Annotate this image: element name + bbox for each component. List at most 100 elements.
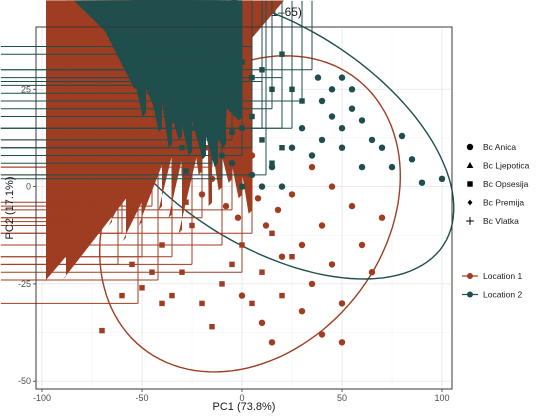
data-point [259,137,265,143]
legend-key-circle [466,143,474,151]
data-point [0,0,213,164]
data-point [314,74,322,81]
data-point [318,331,326,338]
y-axis-ticks: 25 0 -25 -50 [18,84,36,386]
x-axis-ticks: -100 -50 0 50 100 [33,389,450,403]
data-point [368,136,376,144]
data-point [348,105,356,112]
x-axis-title: PC1 (73.8%) [213,401,276,413]
data-point [259,269,265,275]
data-point [298,308,306,315]
legend-label: Bc Premija [483,198,524,208]
data-point [238,292,246,299]
y-tick-label: 25 [21,84,31,94]
data-point [298,125,306,132]
legend-key-triangle [466,161,474,169]
legend: Bc Anica Bc Ljepotica Bc Opsesija Bc Premij… [462,142,530,300]
legend-label: Location 1 [483,271,522,281]
data-point [249,300,255,307]
data-point [318,136,326,144]
y-tick-label: 0 [26,182,31,192]
data-point [183,199,189,205]
data-point [328,261,336,268]
data-point [169,292,175,299]
data-point [378,144,386,151]
legend-key-plus [466,217,474,225]
data-point [298,241,306,249]
data-points [0,0,446,375]
data-point [0,0,243,156]
data-point [288,191,296,198]
data-point [0,0,253,149]
data-point [183,168,189,174]
y-tick-label: -50 [18,376,31,386]
data-point [139,285,145,291]
data-point [438,175,446,182]
data-point [77,0,179,78]
legend-key-dot [467,273,473,279]
data-point [199,300,205,307]
data-point [0,0,223,180]
legend-label: Location 2 [483,290,522,300]
legend-label: Bc Opsesija [483,179,529,189]
data-point [269,230,275,237]
data-point [358,117,366,124]
data-point [0,0,267,176]
data-point [338,125,346,132]
data-point [308,280,316,288]
data-point [398,132,406,140]
data-point [328,113,336,120]
data-point [258,183,266,190]
data-point [378,214,386,221]
data-point [274,206,282,214]
legend-key-diamond [467,199,473,206]
data-point [99,327,105,334]
data-point [209,323,215,330]
data-point [268,163,276,171]
data-point [408,156,416,163]
legend-label: Bc Vlatka [483,216,519,226]
data-point [418,179,426,186]
data-point [338,339,346,346]
data-point [0,0,103,203]
data-point [308,163,316,171]
data-point [268,339,276,346]
data-point [279,292,285,299]
data-point [258,319,266,326]
legend-key-dot [467,291,473,298]
data-point [222,202,230,210]
legend-key-square [467,181,473,187]
data-point [262,222,270,229]
data-point [254,195,262,202]
data-point [278,183,286,190]
data-point [338,300,346,307]
x-tick-label: 100 [434,393,449,403]
data-point [0,0,119,265]
data-point [234,214,242,221]
data-point [368,269,376,276]
data-point [289,253,295,260]
data-point [338,144,346,151]
data-point [358,241,366,249]
data-point [288,144,296,151]
data-point [0,0,139,304]
data-point [328,183,336,190]
data-point [308,152,316,159]
data-point [219,281,225,287]
ellipse-location-1 [98,55,402,373]
data-point [328,86,336,93]
data-point [0,0,73,223]
data-point [119,292,125,299]
x-tick-label: 50 [337,393,347,403]
data-point [318,97,326,105]
y-tick-label: -25 [18,279,31,289]
data-point [0,0,63,226]
data-point [0,0,227,117]
data-point [0,0,273,102]
data-point [229,261,235,268]
y-axis-title: PC2 (17.1%) [4,177,16,240]
data-point [238,183,246,190]
data-point [169,117,175,124]
data-point [388,163,396,171]
